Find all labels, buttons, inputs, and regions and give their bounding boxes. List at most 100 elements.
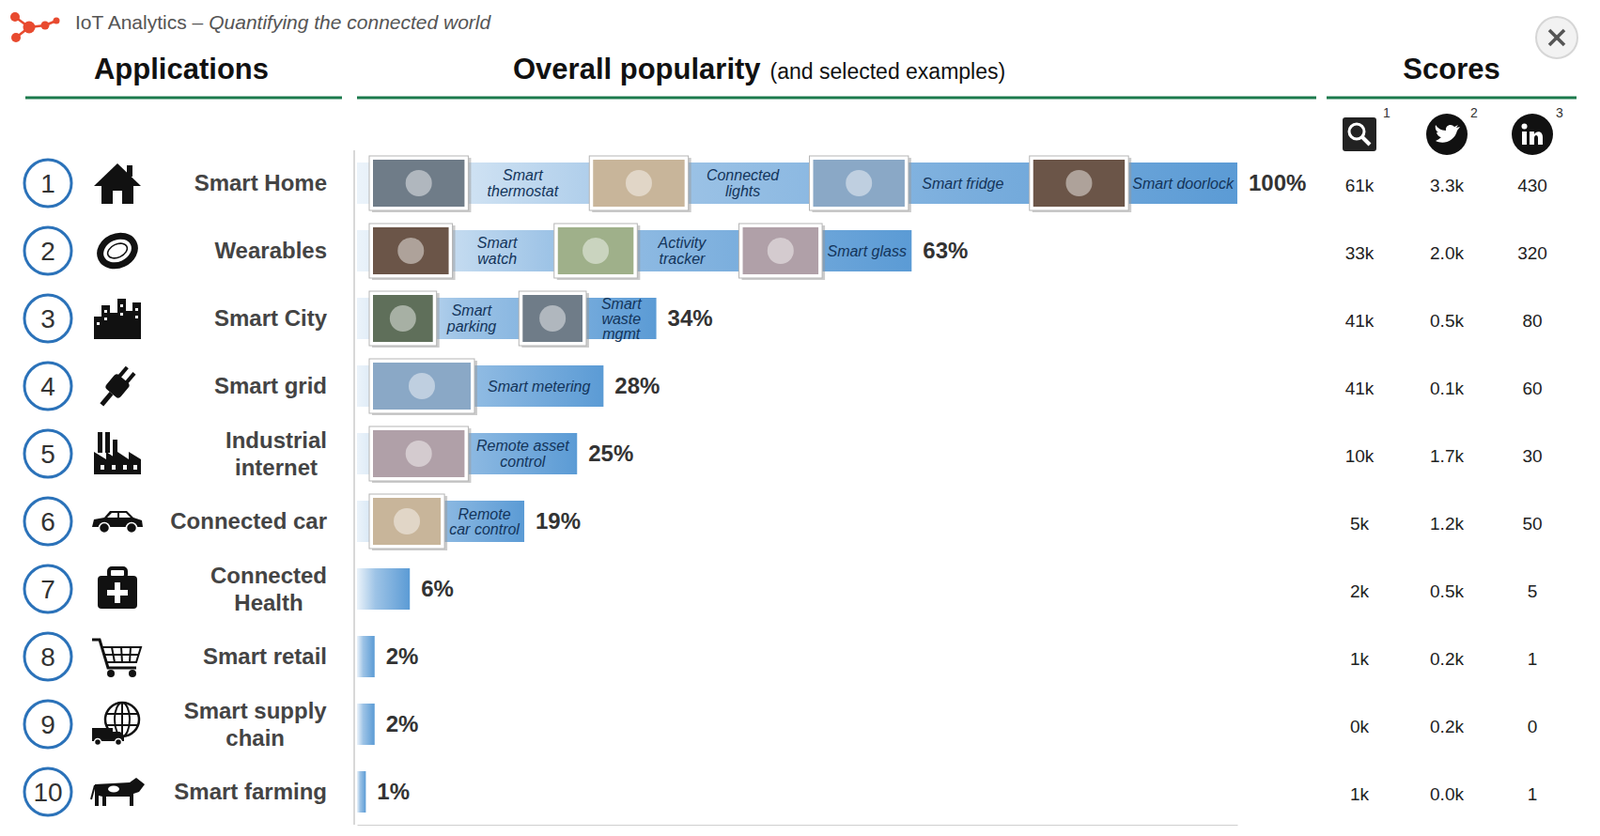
page: IoT Analytics –Quantifying the connected… <box>0 0 1600 836</box>
score-icon <box>1342 117 1377 152</box>
rank-circle <box>24 565 72 613</box>
bar <box>357 636 375 678</box>
category-label: Wearables <box>214 237 327 264</box>
score-value: 1 <box>1527 649 1538 669</box>
head-rule <box>1326 96 1577 100</box>
data-label: 25% <box>588 440 634 467</box>
text-line: lights <box>725 183 761 200</box>
app-icon <box>94 364 139 412</box>
score-value: 0.1k <box>1429 378 1464 399</box>
photo-shadow <box>372 428 471 483</box>
text-line: Smart metering <box>487 378 591 395</box>
text-line: Industrial <box>225 427 327 453</box>
icon-part <box>115 739 123 746</box>
text-line: watch <box>477 250 517 267</box>
photo-shadow <box>372 293 440 348</box>
score-value: 1k <box>1350 784 1370 805</box>
score-value: 80 <box>1522 310 1542 331</box>
photo-detail <box>845 170 872 197</box>
logo-dot <box>41 21 50 31</box>
score-value: 0.5k <box>1429 310 1464 331</box>
category-label: Smart supplychain <box>184 698 328 751</box>
photo-frame <box>369 426 468 482</box>
example-photo <box>739 223 826 280</box>
rank-label: 5 <box>40 439 56 469</box>
icon-part <box>94 364 139 412</box>
head-rule <box>357 96 1317 100</box>
photo-image <box>372 362 471 410</box>
category-label: Connected car <box>170 508 327 534</box>
data-label: 2% <box>386 643 420 669</box>
icon-part <box>126 165 133 177</box>
rank-label: 4 <box>40 372 56 402</box>
icon-part <box>91 785 95 800</box>
example-photo <box>518 291 590 348</box>
photo-shadow <box>372 360 478 416</box>
text-line: Smart grid <box>214 372 327 399</box>
rank-label: 1 <box>40 169 56 199</box>
example-label: Activitytracker <box>657 234 708 268</box>
data-label: 28% <box>614 372 660 399</box>
x-axis <box>357 824 1239 826</box>
rank-circle <box>24 227 72 275</box>
photo-detail <box>405 440 433 467</box>
photo-detail <box>405 170 433 197</box>
app-icon <box>91 777 145 807</box>
photo-image <box>372 497 441 545</box>
text-line: Remote asset <box>476 437 570 454</box>
text-line: Smart <box>451 302 493 319</box>
example-photo <box>369 223 456 280</box>
text-line: Smart retail <box>202 643 327 669</box>
icon-part <box>133 465 138 470</box>
icon-part <box>102 647 141 663</box>
example-label: Smart fridge <box>921 175 1004 192</box>
example-photo <box>369 155 471 213</box>
close-button[interactable] <box>1536 16 1578 59</box>
score-value: 1.7k <box>1429 446 1464 467</box>
close-stroke[interactable] <box>1549 30 1565 46</box>
score-value: 320 <box>1517 243 1548 264</box>
text-line: Wearables <box>214 237 327 264</box>
photo-image <box>372 159 465 207</box>
text-line: Smart doorlock <box>1132 175 1235 192</box>
rank-label: 10 <box>32 777 63 808</box>
score-value: 430 <box>1517 175 1548 196</box>
scores-title: Scores <box>1402 52 1500 86</box>
icon-part <box>128 669 137 678</box>
icon-part <box>93 163 141 187</box>
photo-frame <box>739 223 824 279</box>
header-brand: IoT Analytics – <box>75 11 204 33</box>
rank-label: 6 <box>40 507 56 537</box>
example-label: Connectedlights <box>706 167 780 201</box>
icon-part <box>1342 117 1377 152</box>
data-label: 2% <box>386 711 420 737</box>
icon-part <box>93 316 102 340</box>
close-stroke[interactable] <box>1549 30 1565 46</box>
icon-part <box>126 523 138 534</box>
photo-shadow <box>372 496 448 551</box>
icon-part <box>94 230 140 271</box>
header-tagline: Quantifying the connected world <box>208 11 492 33</box>
example-photo <box>369 291 440 348</box>
photo-shadow <box>742 225 826 280</box>
photo-image <box>592 159 684 207</box>
app-icon <box>92 702 140 746</box>
rank-circle <box>24 768 72 816</box>
score-value: 61k <box>1345 175 1375 196</box>
category-label: Industrialinternet <box>225 427 327 481</box>
score-value: 10k <box>1345 446 1375 467</box>
data-label: 63% <box>922 237 968 264</box>
icon-part <box>107 669 115 678</box>
photo-shadow <box>372 157 471 213</box>
example-label: Smart doorlock <box>1132 175 1235 192</box>
example-label: Smartwatch <box>477 234 518 268</box>
photo-image <box>372 295 434 342</box>
score-value: 0 <box>1527 716 1538 737</box>
score-value: 0.2k <box>1429 649 1464 669</box>
close-circle[interactable] <box>1536 16 1578 59</box>
photo-detail <box>397 237 424 265</box>
app-icon <box>93 163 141 204</box>
category-label: Smart Home <box>194 170 327 196</box>
data-label: 1% <box>376 778 410 805</box>
icon-part <box>101 393 111 405</box>
